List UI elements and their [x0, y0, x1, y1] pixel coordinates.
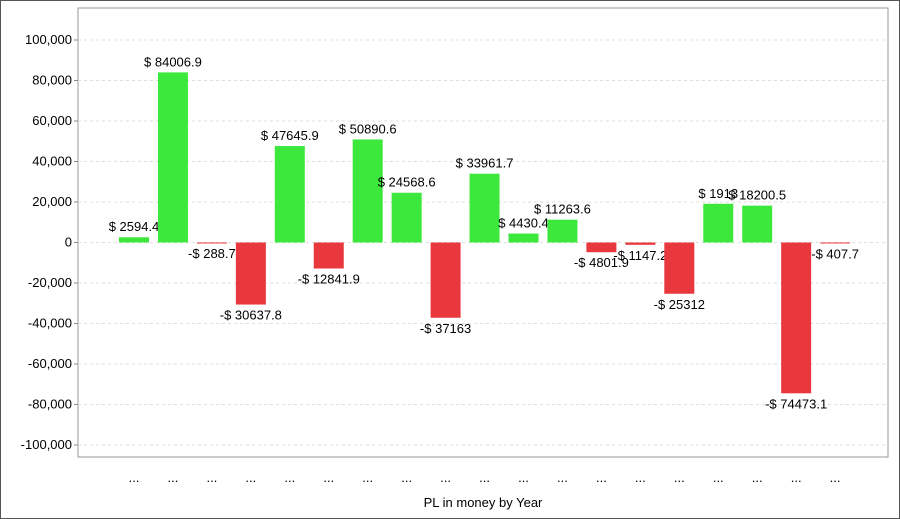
x-tick-label: ...	[596, 470, 607, 485]
bar	[820, 242, 851, 244]
data-label: $ 47645.9	[261, 128, 319, 143]
data-label: $ 84006.9	[144, 54, 202, 69]
x-tick-label: ...	[168, 470, 179, 485]
x-tick-label: ...	[791, 470, 802, 485]
bar	[781, 242, 812, 394]
bar	[119, 237, 149, 243]
bar	[703, 203, 734, 243]
data-label: $ 18200.5	[728, 188, 786, 203]
bar	[469, 173, 500, 243]
bar	[430, 242, 461, 318]
bar	[625, 242, 656, 245]
y-tick-label: -40,000	[28, 316, 72, 331]
x-tick-label: ...	[284, 470, 295, 485]
bar	[391, 192, 422, 243]
x-tick-label: ...	[557, 470, 568, 485]
data-label: -$ 37163	[420, 321, 471, 336]
x-tick-label: ...	[635, 470, 646, 485]
x-axis-title: PL in money by Year	[424, 495, 543, 510]
x-tick-label: ...	[479, 470, 490, 485]
x-tick-label: ...	[713, 470, 724, 485]
bar	[352, 139, 383, 243]
data-label: -$ 12841.9	[298, 272, 360, 287]
bar	[742, 205, 773, 243]
x-tick-label: ...	[206, 470, 217, 485]
y-tick-label: 40,000	[32, 154, 72, 169]
data-label: -$ 407.7	[811, 246, 859, 261]
y-tick-label: 100,000	[25, 32, 72, 47]
data-label: $ 11263.6	[534, 202, 591, 217]
x-tick-label: ...	[830, 470, 841, 485]
bar	[508, 233, 539, 243]
bar	[157, 72, 188, 243]
x-tick-label: ...	[129, 470, 140, 485]
x-tick-label: ...	[518, 470, 529, 485]
y-tick-label: -80,000	[28, 397, 72, 412]
x-tick-label: ...	[401, 470, 412, 485]
data-label: $ 33961.7	[456, 156, 514, 171]
data-label: -$ 25312	[654, 297, 705, 312]
x-tick-label: ...	[362, 470, 373, 485]
y-tick-label: -20,000	[28, 275, 72, 290]
bar	[235, 242, 266, 305]
bar	[313, 242, 344, 269]
data-label: $ 4430.4	[498, 216, 549, 231]
x-tick-label: ...	[674, 470, 685, 485]
data-label: $ 2594.4	[109, 219, 160, 234]
x-tick-label: ...	[440, 470, 451, 485]
x-tick-label: ...	[323, 470, 334, 485]
bar	[274, 146, 305, 243]
y-tick-label: 80,000	[32, 73, 72, 88]
y-tick-label: 60,000	[32, 113, 72, 128]
bar	[547, 219, 578, 243]
data-label: $ 1913	[698, 186, 738, 201]
data-label: -$ 1147.2	[613, 248, 667, 263]
y-tick-label: 20,000	[32, 194, 72, 209]
x-tick-label: ...	[752, 470, 763, 485]
y-tick-label: 0	[65, 235, 72, 250]
data-label: $ 50890.6	[339, 121, 397, 136]
data-label: -$ 4801.9	[574, 255, 629, 270]
x-tick-label: ...	[245, 470, 256, 485]
data-label: -$ 288.7	[188, 246, 236, 261]
data-label: $ 24568.6	[378, 175, 436, 190]
bar	[664, 242, 695, 294]
y-tick-label: -60,000	[28, 356, 72, 371]
bar	[196, 242, 227, 244]
y-tick-label: -100,000	[21, 437, 72, 452]
bar	[586, 242, 617, 253]
data-label: -$ 74473.1	[765, 396, 827, 411]
data-label: -$ 30637.8	[220, 308, 282, 323]
